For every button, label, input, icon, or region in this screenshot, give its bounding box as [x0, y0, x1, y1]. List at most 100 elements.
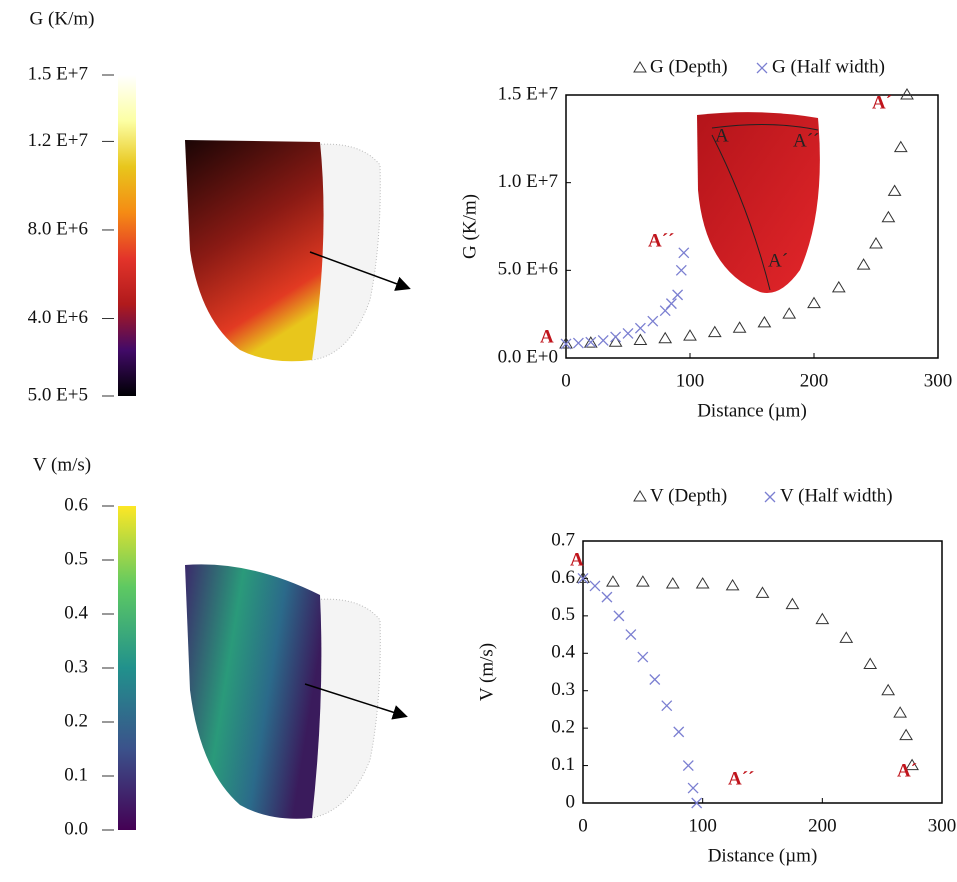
triangle-marker: [667, 578, 679, 588]
y-tick-label: 0.3: [551, 679, 575, 700]
triangle-marker: [901, 89, 913, 99]
triangle-marker: [659, 333, 671, 343]
legend-label: V (Half width): [780, 485, 893, 506]
x-marker: [757, 63, 767, 73]
x-axis-label: Distance (µm): [697, 400, 807, 421]
triangle-marker: [697, 578, 709, 588]
x-marker: [674, 727, 684, 737]
triangle-marker: [816, 614, 828, 624]
triangle-marker: [808, 298, 820, 308]
x-tick-label: 0: [561, 370, 571, 391]
x-marker: [676, 265, 686, 275]
annotation: A´: [768, 250, 788, 271]
triangle-marker: [709, 327, 721, 337]
triangle-marker: [895, 142, 907, 152]
annotation: A: [570, 549, 584, 570]
y-axis-label: G (K/m): [459, 194, 480, 259]
y-tick-label: 1.5 E+7: [498, 83, 558, 104]
x-marker: [623, 328, 633, 338]
x-marker: [648, 316, 658, 326]
x-axis-label: Distance (µm): [708, 845, 818, 866]
x-tick-label: 200: [800, 370, 829, 391]
annotation: A´´: [793, 130, 819, 151]
melt-pool-g: [185, 140, 408, 361]
triangle-marker: [864, 659, 876, 669]
y-tick-label: 1.0 E+7: [498, 171, 558, 192]
tick-label: 4.0 E+6: [28, 307, 88, 328]
x-marker: [662, 701, 672, 711]
x-marker: [611, 332, 621, 342]
tick-label: 1.2 E+7: [28, 130, 88, 151]
y-tick-label: 0: [566, 791, 576, 812]
triangle-marker: [870, 238, 882, 248]
annotation: A´´: [648, 230, 674, 251]
triangle-marker: [833, 282, 845, 292]
annotation: A: [540, 326, 554, 347]
tick-label: 0.3: [64, 656, 88, 677]
annotation: A: [715, 125, 729, 146]
triangle-marker: [757, 587, 769, 597]
y-tick-label: 0.4: [551, 642, 575, 663]
legend-label: G (Depth): [650, 56, 728, 77]
x-tick-label: 0: [578, 815, 588, 836]
triangle-marker: [858, 259, 870, 269]
y-tick-label: 0.2: [551, 717, 575, 738]
melt-pool-v: [185, 564, 405, 818]
tick-label: 0.5: [64, 548, 88, 569]
y-tick-label: 5.0 E+6: [498, 259, 558, 280]
x-marker: [666, 299, 676, 309]
triangle-marker: [783, 308, 795, 318]
x-marker: [673, 290, 683, 300]
x-marker: [626, 630, 636, 640]
triangle-marker: [882, 685, 894, 695]
x-marker: [598, 335, 608, 345]
annotation: A´´: [728, 768, 754, 789]
annotation: A´: [872, 92, 892, 113]
y-tick-label: 0.0 E+0: [498, 346, 558, 367]
triangle-marker: [889, 185, 901, 195]
y-axis-label: V (m/s): [476, 643, 497, 701]
y-tick-label: 0.1: [551, 754, 575, 775]
x-marker: [765, 492, 775, 502]
tick-label: 1.5 E+7: [28, 63, 88, 84]
x-marker: [683, 761, 693, 771]
plot-frame: [583, 541, 942, 803]
triangle-marker: [734, 322, 746, 332]
triangle-marker: [637, 576, 649, 586]
y-tick-label: 0.7: [551, 529, 575, 550]
figure: G (K/m)1.5 E+71.2 E+78.0 E+64.0 E+65.0 E…: [0, 0, 957, 882]
tick-label: 5.0 E+5: [28, 384, 88, 405]
x-marker: [635, 323, 645, 333]
x-marker: [679, 248, 689, 258]
tick-label: 0.0: [64, 818, 88, 839]
triangle-marker: [882, 212, 894, 222]
x-tick-label: 300: [924, 370, 953, 391]
x-marker: [638, 652, 648, 662]
triangle-marker: [894, 707, 906, 717]
colorbar: [118, 506, 136, 830]
tick-label: 0.1: [64, 764, 88, 785]
x-marker: [614, 611, 624, 621]
x-tick-label: 200: [808, 815, 837, 836]
legend-label: G (Half width): [772, 56, 885, 77]
tick-label: 0.4: [64, 602, 88, 623]
triangle-marker: [758, 317, 770, 327]
triangle-marker: [900, 730, 912, 740]
annotation: A´: [897, 760, 917, 781]
triangle-marker: [607, 576, 619, 586]
triangle-marker: [634, 491, 646, 501]
x-marker: [602, 592, 612, 602]
triangle-marker: [727, 580, 739, 590]
x-marker: [573, 338, 583, 348]
y-tick-label: 0.5: [551, 604, 575, 625]
x-tick-label: 100: [688, 815, 717, 836]
colorbar-title: G (K/m): [30, 8, 95, 29]
colorbar: [118, 75, 136, 396]
colorbar-title: V (m/s): [33, 454, 91, 475]
triangle-marker: [634, 334, 646, 344]
tick-label: 0.6: [64, 494, 88, 515]
x-tick-label: 100: [676, 370, 705, 391]
legend-label: V (Depth): [650, 485, 727, 506]
x-marker: [650, 674, 660, 684]
x-marker: [688, 783, 698, 793]
